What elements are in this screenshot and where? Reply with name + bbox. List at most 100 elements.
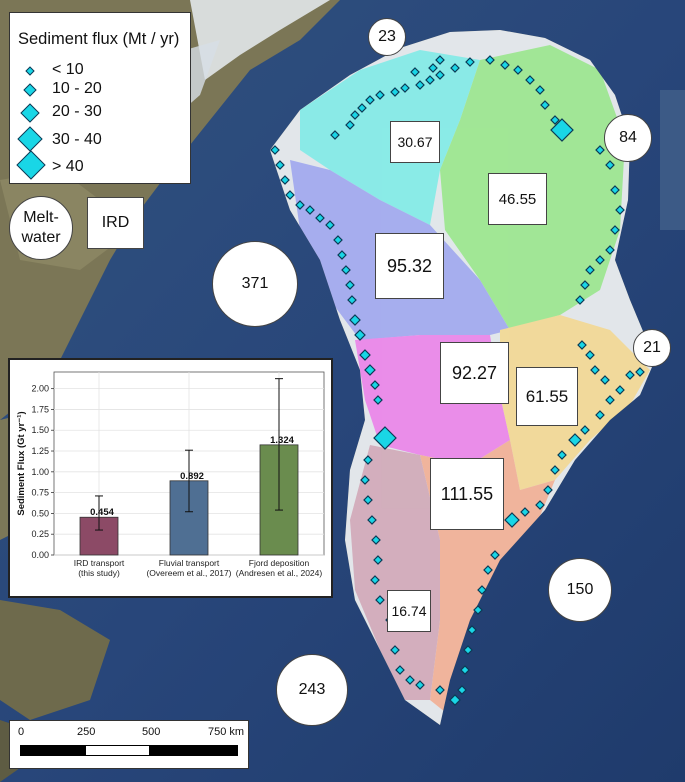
glacier-marker bbox=[525, 75, 535, 85]
glacier-marker bbox=[415, 80, 425, 90]
glacier-marker bbox=[535, 500, 545, 510]
glacier-marker bbox=[605, 160, 615, 170]
glacier-marker bbox=[428, 63, 438, 73]
glacier-marker bbox=[315, 213, 325, 223]
glacier-marker bbox=[373, 555, 383, 565]
glacier-marker bbox=[354, 329, 366, 341]
glacier-marker bbox=[435, 55, 445, 65]
y-tick-label: 1.25 bbox=[31, 446, 49, 456]
meltwater-value-circle: 23 bbox=[368, 18, 406, 56]
glacier-marker bbox=[610, 225, 620, 235]
glacier-marker bbox=[400, 83, 410, 93]
x-tick-label: Fluvial transport bbox=[159, 558, 220, 568]
glacier-marker bbox=[305, 205, 315, 215]
glacier-marker bbox=[460, 665, 470, 675]
ird-value-box: 30.67 bbox=[390, 121, 440, 163]
y-axis-label: Sediment Flux (Gt yr⁻¹) bbox=[16, 411, 27, 515]
glacier-marker bbox=[371, 535, 381, 545]
x-tick-label: Fjord deposition bbox=[249, 558, 310, 568]
ird-value-box: 61.55 bbox=[516, 367, 578, 426]
scale-segment bbox=[85, 745, 150, 756]
glacier-marker bbox=[435, 70, 445, 80]
glacier-marker bbox=[449, 694, 461, 706]
glacier-marker bbox=[585, 265, 595, 275]
chart-svg: 0.00 0.25 0.50 0.75 1.00 1.25 1.50 1.75 2.00 0.45… bbox=[16, 371, 325, 578]
scale-segment bbox=[20, 745, 85, 756]
glacier-marker bbox=[295, 200, 305, 210]
glacier-marker bbox=[337, 250, 347, 260]
glacier-marker bbox=[477, 585, 487, 595]
meltwater-value-circle: 84 bbox=[604, 114, 652, 162]
x-tick-label: IRD transport bbox=[74, 558, 125, 568]
ird-value-box: 95.32 bbox=[375, 233, 444, 299]
glacier-marker bbox=[540, 100, 550, 110]
glacier-marker bbox=[485, 55, 495, 65]
glacier-marker bbox=[345, 120, 355, 130]
scale-tick-label: 250 bbox=[77, 726, 96, 738]
inset-bar-chart: 0.00 0.25 0.50 0.75 1.00 1.25 1.50 1.75 2.00 0.45… bbox=[8, 358, 333, 598]
legend-item: > 40 bbox=[10, 150, 190, 181]
meltwater-label: Melt- water bbox=[9, 196, 73, 260]
glacier-marker bbox=[615, 385, 625, 395]
glacier-marker bbox=[568, 433, 582, 447]
glacier-marker bbox=[500, 60, 510, 70]
glacier-marker bbox=[330, 130, 340, 140]
glacier-marker bbox=[375, 90, 385, 100]
diamond-icon bbox=[16, 150, 46, 180]
meltwater-value-circle: 371 bbox=[212, 241, 298, 327]
glacier-marker bbox=[275, 160, 285, 170]
glacier-marker bbox=[550, 118, 574, 142]
glacier-marker bbox=[341, 265, 351, 275]
diamond-icon bbox=[20, 103, 40, 123]
glacier-marker bbox=[359, 349, 371, 361]
glacier-marker bbox=[364, 364, 376, 376]
x-tick-label: (Overeem et al., 2017) bbox=[146, 568, 231, 578]
glacier-marker bbox=[585, 350, 595, 360]
y-tick-label: 0.75 bbox=[31, 488, 49, 498]
legend: Sediment flux (Mt / yr) < 10 10 - 20 20 … bbox=[9, 12, 191, 184]
glacier-marker bbox=[535, 85, 545, 95]
glacier-marker bbox=[363, 495, 373, 505]
glacier-marker bbox=[390, 645, 400, 655]
glacier-marker bbox=[577, 340, 587, 350]
glacier-marker bbox=[465, 57, 475, 67]
glacier-marker bbox=[520, 507, 530, 517]
y-tick-label: 0.25 bbox=[31, 529, 49, 539]
glacier-marker bbox=[425, 75, 435, 85]
glacier-marker bbox=[600, 375, 610, 385]
glacier-marker bbox=[463, 645, 473, 655]
glacier-marker bbox=[333, 235, 343, 245]
glacier-marker bbox=[473, 605, 483, 615]
diamond-icon bbox=[23, 83, 37, 97]
glacier-marker bbox=[325, 220, 335, 230]
diamond-icon bbox=[17, 126, 43, 152]
x-tick-label: (Andresen et al., 2024) bbox=[236, 568, 323, 578]
scale-segment bbox=[150, 745, 238, 756]
glacier-marker bbox=[490, 550, 500, 560]
glacier-marker bbox=[595, 145, 605, 155]
glacier-marker bbox=[635, 367, 645, 377]
glacier-marker bbox=[483, 565, 493, 575]
glacier-marker bbox=[285, 190, 295, 200]
scale-tick-label: 500 bbox=[142, 726, 161, 738]
glacier-marker bbox=[370, 575, 380, 585]
glacier-marker bbox=[280, 175, 290, 185]
glacier-marker bbox=[357, 103, 367, 113]
legend-item: 20 - 30 bbox=[10, 100, 190, 126]
glacier-marker bbox=[580, 425, 590, 435]
ird-value-box: 111.55 bbox=[430, 458, 504, 530]
glacier-marker bbox=[375, 595, 385, 605]
glacier-marker bbox=[405, 675, 415, 685]
glacier-marker bbox=[410, 67, 420, 77]
glacier-marker bbox=[590, 365, 600, 375]
glacier-marker bbox=[580, 280, 590, 290]
data-label: 1.324 bbox=[270, 435, 294, 446]
glacier-marker bbox=[363, 455, 373, 465]
glacier-marker bbox=[513, 65, 523, 75]
glacier-marker bbox=[367, 515, 377, 525]
meltwater-value-circle: 21 bbox=[633, 329, 671, 367]
glacier-marker bbox=[435, 685, 445, 695]
scale-tick-label: 750 km bbox=[208, 726, 245, 738]
glacier-marker bbox=[595, 410, 605, 420]
y-tick-label: 2.00 bbox=[31, 384, 49, 394]
